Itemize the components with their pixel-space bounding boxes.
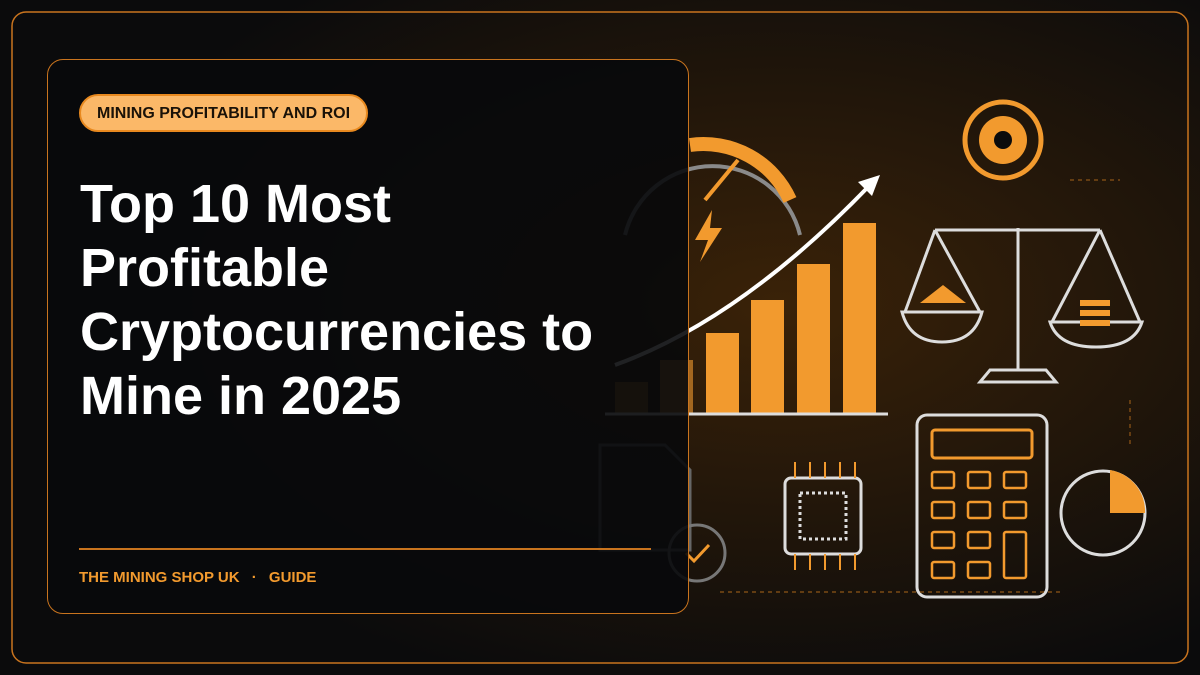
section: GUIDE xyxy=(268,569,317,586)
content-panel xyxy=(47,59,689,614)
separator: · xyxy=(251,569,257,586)
footer: THE MINING SHOP UK · GUIDE xyxy=(79,569,324,586)
category-tag[interactable]: MINING PROFITABILITY AND ROI xyxy=(79,94,369,132)
divider xyxy=(79,548,651,550)
brand: THE MINING SHOP UK xyxy=(79,569,240,586)
article-title: Top 10 Most Profitable Cryptocurrencies … xyxy=(80,174,594,426)
